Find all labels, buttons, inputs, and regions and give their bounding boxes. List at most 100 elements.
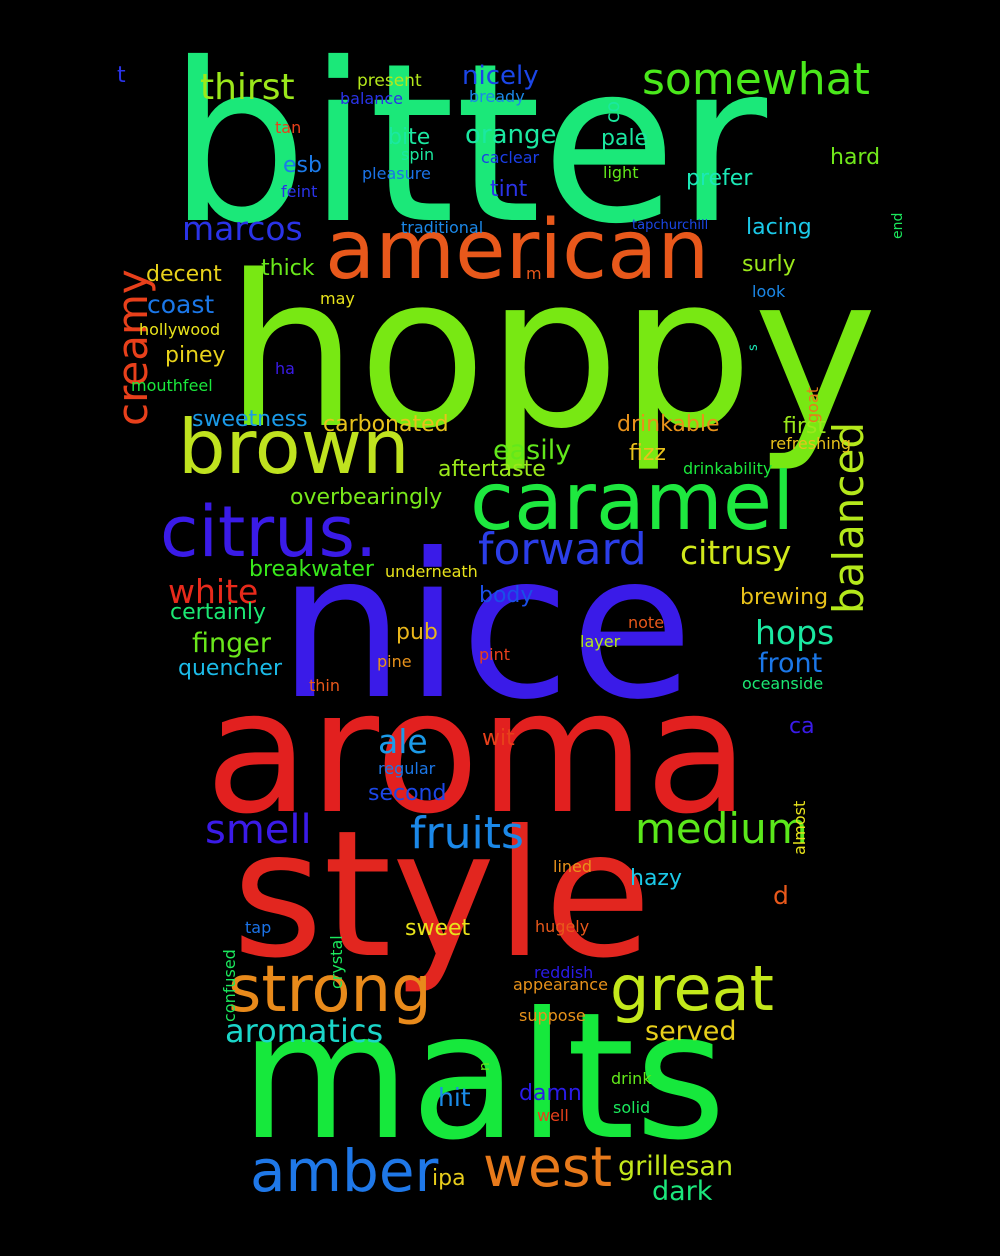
word-citrusy: citrusy xyxy=(680,533,792,572)
word-tapchurchill: tapchurchill xyxy=(632,218,709,233)
word-quencher: quencher xyxy=(178,656,283,681)
word-overbearingly: overbearingly xyxy=(290,485,443,510)
word-oceanside: oceanside xyxy=(742,674,824,693)
word-hops: hops xyxy=(755,613,835,652)
word-thirst: thirst xyxy=(200,67,295,108)
word-aftertaste: aftertaste xyxy=(438,457,546,482)
word-forward: forward xyxy=(478,524,647,575)
word-aroma: aroma xyxy=(205,654,750,852)
word-medium: medium xyxy=(635,804,808,853)
word-pine: pine xyxy=(377,652,412,671)
word-grillesan: grillesan xyxy=(618,1151,734,1182)
word-drinkable: drinkable xyxy=(617,412,720,437)
word-citrus: citrus. xyxy=(160,491,378,573)
word-bready: bready xyxy=(469,87,525,106)
word-fizz: fizz xyxy=(629,441,666,466)
word-hard: hard xyxy=(830,145,881,170)
word-carbonated: carbonated xyxy=(323,412,449,437)
word-caramel: caramel xyxy=(470,455,795,548)
word-thin: thin xyxy=(309,676,340,695)
word-thick: thick xyxy=(261,256,315,281)
word-balance: balance xyxy=(340,89,403,108)
word-served: served xyxy=(645,1016,737,1047)
word-damn: damn xyxy=(519,1081,582,1106)
word-sweetness: sweetness xyxy=(192,407,308,432)
word-pint: pint xyxy=(479,645,511,664)
word-reddish: reddish xyxy=(534,963,594,982)
word-solid: solid xyxy=(613,1098,651,1117)
word-lacing: lacing xyxy=(746,215,812,240)
word-suppose: suppose xyxy=(519,1006,586,1025)
word-bite: bite xyxy=(388,125,431,150)
word-piney: piney xyxy=(165,343,226,368)
word-brown: brown xyxy=(178,403,410,491)
word-front: front xyxy=(758,648,823,679)
word-hugely: hugely xyxy=(535,917,590,936)
word-tap: tap xyxy=(245,918,272,937)
word-smell: smell xyxy=(205,807,312,853)
word-present: present xyxy=(357,71,422,91)
word-goat: goat xyxy=(803,386,822,423)
word-note: note xyxy=(628,613,665,632)
word-co: co xyxy=(602,100,624,123)
word-nicely: nicely xyxy=(462,61,539,91)
word-orange: orange xyxy=(465,120,557,150)
word-nice: nice xyxy=(278,511,694,744)
word-tint: tint xyxy=(490,177,528,202)
word-first: first xyxy=(783,414,826,439)
word-m: m xyxy=(526,264,542,283)
word-almost: almost xyxy=(790,800,809,855)
word-lined: lined xyxy=(553,857,593,876)
word-somewhat: somewhat xyxy=(642,54,870,105)
word-marcos: marcos xyxy=(182,209,303,248)
word-american: american xyxy=(325,203,710,298)
word-ipa: ipa xyxy=(432,1166,466,1191)
word-pleasure: pleasure xyxy=(362,164,431,183)
word-west: west xyxy=(483,1135,613,1199)
word-spin: spin xyxy=(401,145,435,164)
word-mouthfeel: mouthfeel xyxy=(131,376,213,395)
word-look: look xyxy=(752,282,786,301)
word-s: s xyxy=(746,344,761,351)
word-d: d xyxy=(773,881,789,910)
word-hoppy: hoppy xyxy=(225,230,878,475)
word-fruits: fruits xyxy=(410,808,524,859)
word-strong: strong xyxy=(228,953,432,1027)
word-malts: malts xyxy=(240,976,727,1179)
word-style: style xyxy=(232,794,652,997)
word-second: second xyxy=(368,781,447,806)
word-hollywood: hollywood xyxy=(139,320,221,339)
word-easily: easily xyxy=(493,435,572,466)
word-drink: drink xyxy=(611,1069,652,1088)
word-hazy: hazy xyxy=(630,866,682,891)
word-appearance: appearance xyxy=(513,975,608,994)
word-bitter: bitter xyxy=(168,16,768,272)
word-great: great xyxy=(610,952,774,1025)
word-confused: confused xyxy=(220,949,239,1022)
word-amber: amber xyxy=(250,1137,439,1205)
word-decent: decent xyxy=(146,262,222,287)
word-light: light xyxy=(603,163,639,182)
word-refreshing: refreshing xyxy=(770,434,851,453)
word-body: body xyxy=(479,583,534,608)
word-layer: layer xyxy=(580,632,621,651)
word-drinkability: drinkability xyxy=(683,459,773,478)
word-end: end xyxy=(890,212,906,239)
word-ha: ha xyxy=(275,359,295,378)
word-surly: surly xyxy=(742,252,796,277)
word-t: t xyxy=(117,63,126,88)
word-dark: dark xyxy=(652,1176,713,1207)
word-brewing: brewing xyxy=(740,585,829,610)
word-breakwater: breakwater xyxy=(249,557,374,582)
word-prefer: prefer xyxy=(686,166,753,191)
word-pub: pub xyxy=(396,620,438,645)
word-finger: finger xyxy=(192,628,271,659)
word-wit: wit xyxy=(482,726,515,751)
word-hit: hit xyxy=(438,1083,471,1112)
word-caclear: caclear xyxy=(481,148,540,167)
word-tan: tan xyxy=(275,118,302,137)
word-regular: regular xyxy=(378,759,436,778)
word-coast: coast xyxy=(147,290,215,319)
word-well: well xyxy=(537,1106,569,1125)
